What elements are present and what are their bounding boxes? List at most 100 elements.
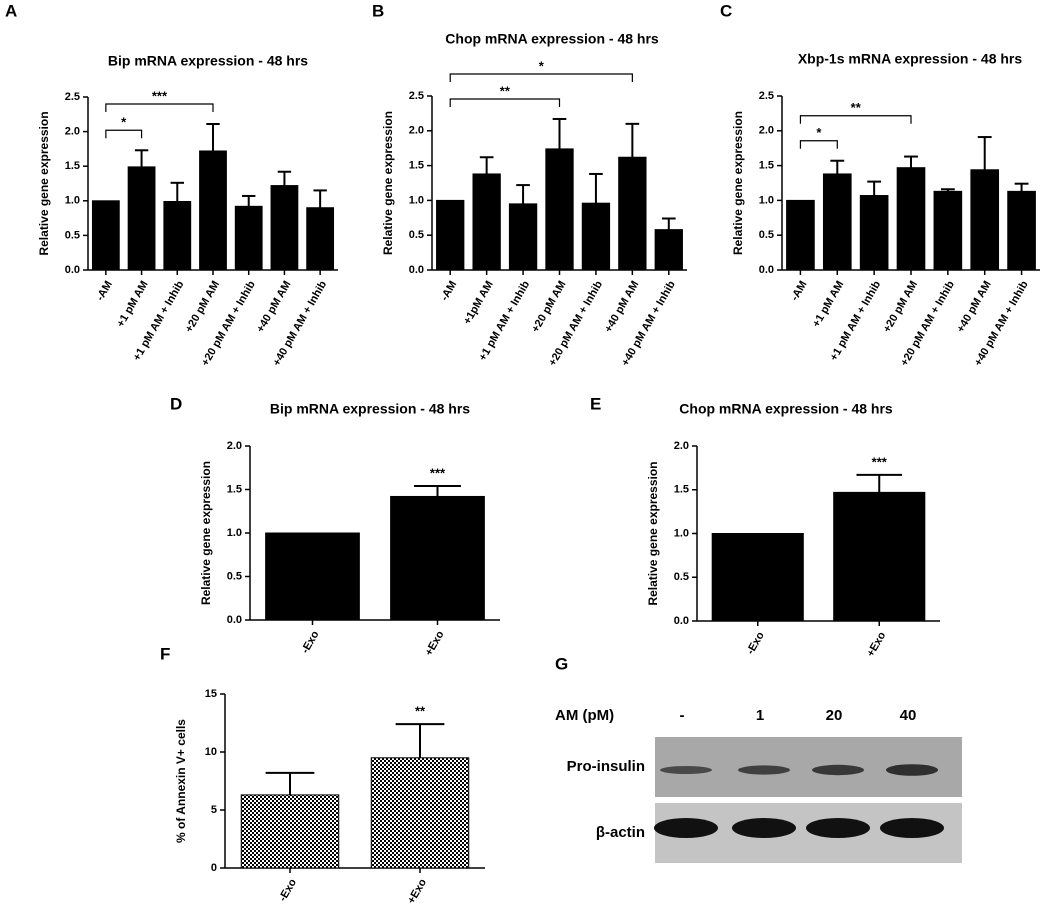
panel-label: G xyxy=(555,654,568,673)
y-tick-label: 2.0 xyxy=(409,125,424,137)
significance-bracket xyxy=(105,129,143,139)
bar xyxy=(822,173,852,271)
significance-label: * xyxy=(816,125,822,140)
blot-band xyxy=(806,818,870,838)
x-tick-label: +20 pM AM xyxy=(183,279,222,335)
y-tick-label: 0.0 xyxy=(65,264,80,276)
chart-title: Chop mRNA expression - 48 hrs xyxy=(679,401,893,417)
bar xyxy=(240,794,340,869)
lane-label: 20 xyxy=(826,707,843,724)
bar xyxy=(370,757,470,869)
significance-bracket xyxy=(105,103,214,112)
y-axis-label: Relative gene expression xyxy=(37,111,51,255)
bar xyxy=(306,207,335,271)
blot-band xyxy=(654,818,718,838)
y-tick-label: 0 xyxy=(211,862,217,874)
y-tick-label: 2.5 xyxy=(409,90,424,102)
panel-label: C xyxy=(720,1,732,20)
blot-band xyxy=(880,818,944,838)
y-tick-label: 2.0 xyxy=(674,440,689,452)
y-tick-label: 1.0 xyxy=(409,194,424,206)
bar xyxy=(933,190,963,271)
bar xyxy=(472,173,501,271)
significance-label: * xyxy=(121,115,127,130)
lane-label: 40 xyxy=(900,707,917,724)
significance-label: *** xyxy=(872,454,888,469)
bar xyxy=(265,532,360,621)
bar xyxy=(618,156,647,271)
panel-label: A xyxy=(5,1,17,20)
bar xyxy=(833,491,926,622)
bar xyxy=(581,202,611,271)
y-axis-label: Relative gene expression xyxy=(381,111,395,255)
y-tick-label: 2.5 xyxy=(65,91,80,103)
panel-label: B xyxy=(372,1,384,20)
y-tick-label: 2.0 xyxy=(759,125,774,137)
blot-band xyxy=(660,766,712,774)
bar xyxy=(896,167,926,271)
y-tick-label: 1.0 xyxy=(227,527,242,539)
significance-label: ** xyxy=(851,100,862,115)
chart-title: Xbp-1s mRNA expression - 48 hrs xyxy=(798,51,1023,67)
y-tick-label: 1.5 xyxy=(409,160,424,172)
bar xyxy=(199,150,227,271)
bar xyxy=(654,229,683,271)
x-tick-label: +20 pM AM xyxy=(530,279,569,335)
chart-title: Bip mRNA expression - 48 hrs xyxy=(270,401,470,417)
significance-bracket xyxy=(799,140,838,149)
y-tick-label: 1.5 xyxy=(227,483,242,495)
panel-label: F xyxy=(160,644,170,663)
bar xyxy=(786,199,815,271)
x-tick-label: -Exo xyxy=(745,630,767,657)
bar xyxy=(91,200,120,271)
lane-label: - xyxy=(680,707,685,724)
y-tick-label: 15 xyxy=(205,688,217,700)
y-tick-label: 1.0 xyxy=(759,194,774,206)
y-tick-label: 0.5 xyxy=(227,570,242,582)
y-tick-label: 0.5 xyxy=(65,229,80,241)
row-label: β-actin xyxy=(596,824,645,841)
x-tick-label: +40 pM AM xyxy=(254,279,293,335)
y-tick-label: 0.5 xyxy=(674,571,689,583)
y-tick-label: 0.0 xyxy=(759,264,774,276)
panel-label: D xyxy=(170,394,182,413)
x-tick-label: +40 pM AM xyxy=(955,279,994,335)
x-tick-label: -AM xyxy=(439,279,460,303)
x-tick-label: -AM xyxy=(789,279,810,303)
bar xyxy=(270,185,299,271)
significance-bracket xyxy=(449,98,561,107)
y-tick-label: 0.0 xyxy=(674,615,689,627)
y-tick-label: 10 xyxy=(205,746,217,758)
x-tick-label: -Exo xyxy=(299,629,321,656)
bar xyxy=(127,166,156,271)
y-axis-label: % of Annexin V+ cells xyxy=(174,719,188,843)
y-axis-label: Relative gene expression xyxy=(199,461,213,605)
x-tick-label: +40 pM AM xyxy=(602,279,641,335)
y-tick-label: 0.5 xyxy=(409,229,424,241)
blot-band xyxy=(886,764,938,776)
y-tick-label: 2.0 xyxy=(65,126,80,138)
bar xyxy=(390,495,485,621)
x-tick-label: -Exo xyxy=(277,877,299,904)
x-tick-label: +Exo xyxy=(405,877,429,906)
y-tick-label: 2.0 xyxy=(227,440,242,452)
bar xyxy=(234,205,263,271)
x-tick-label: +1 pM AM xyxy=(810,279,846,329)
bar xyxy=(163,200,192,271)
y-tick-label: 1.0 xyxy=(65,195,80,207)
y-tick-label: 1.0 xyxy=(674,527,689,539)
x-tick-label: +1pM AM xyxy=(461,279,495,327)
chart-title: Chop mRNA expression - 48 hrs xyxy=(445,31,659,47)
y-axis-label: Relative gene expression xyxy=(731,111,745,255)
significance-label: ** xyxy=(415,704,426,719)
significance-label: *** xyxy=(152,88,168,103)
significance-label: ** xyxy=(500,83,511,98)
panel-label: E xyxy=(590,394,601,413)
y-tick-label: 0.0 xyxy=(409,264,424,276)
significance-label: *** xyxy=(430,465,446,480)
x-tick-label: +20 pM AM xyxy=(881,279,920,335)
row-label: Pro-insulin xyxy=(567,758,645,775)
lane-label: 1 xyxy=(756,707,764,724)
chart-title: Bip mRNA expression - 48 hrs xyxy=(108,53,308,69)
